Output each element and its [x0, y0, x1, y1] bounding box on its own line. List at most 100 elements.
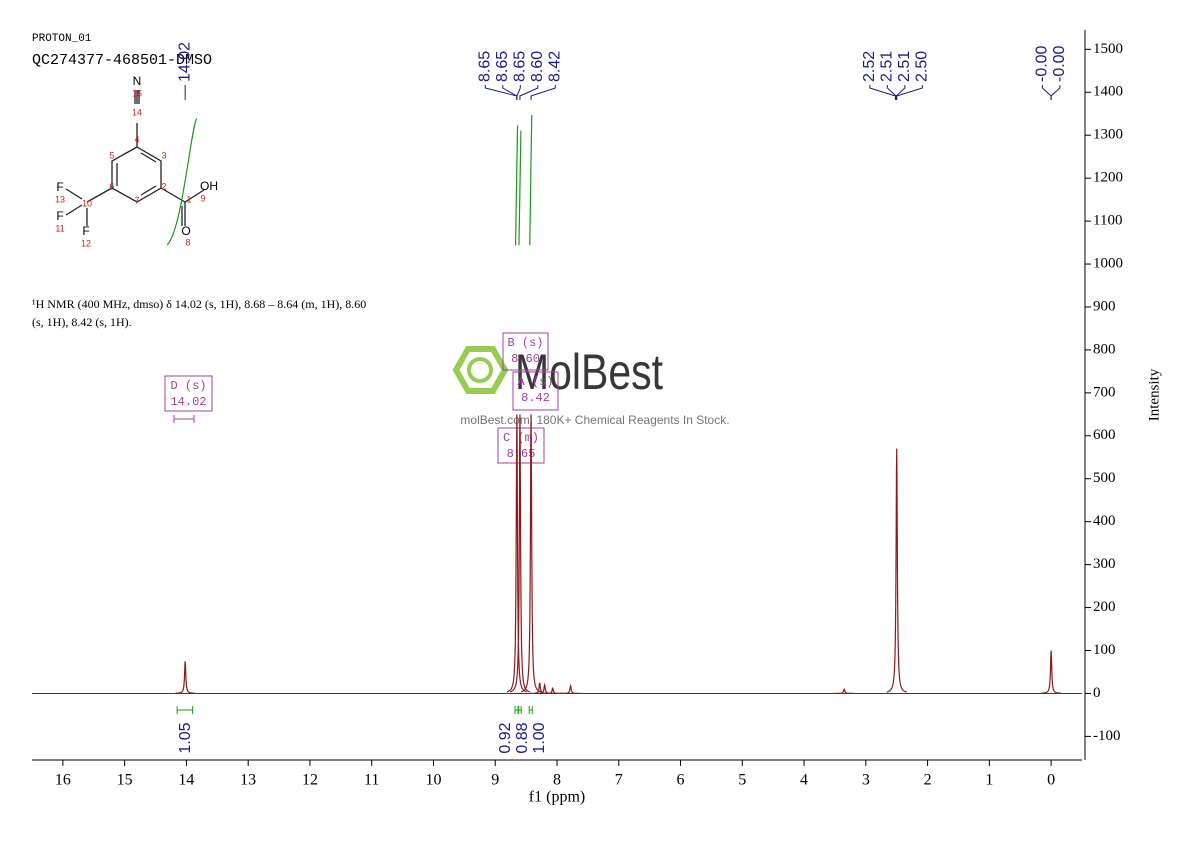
atom-number: 13 [55, 194, 65, 204]
peak [509, 414, 531, 693]
atom-number: 5 [109, 150, 114, 160]
peak-leader [530, 85, 556, 100]
atom: F [82, 224, 89, 238]
multiplet-name: B (s) [507, 336, 543, 350]
integral-curve [514, 125, 519, 246]
atom: N [133, 74, 142, 88]
peak-label: 8.65 [512, 51, 529, 82]
peak [175, 661, 196, 694]
integral-curve [166, 118, 198, 246]
atom-number: 14 [132, 107, 142, 117]
multiplet-name: A (s) [517, 375, 553, 389]
x-tick-label: 0 [1047, 772, 1055, 789]
y-tick-label: 800 [1093, 341, 1116, 357]
peak-label: -0.00 [1051, 45, 1068, 82]
peak [534, 682, 555, 694]
peak-label: 14.02 [176, 42, 193, 82]
peak-label: 2.52 [861, 51, 878, 82]
y-tick-label: 900 [1093, 298, 1116, 314]
x-tick-label: 12 [302, 772, 318, 789]
description-line: ¹H NMR (400 MHz, dmso) δ 14.02 (s, 1H), … [32, 297, 366, 311]
peak [834, 687, 855, 695]
y-tick-label: 100 [1093, 642, 1116, 658]
y-tick-label: 1500 [1093, 41, 1123, 57]
integral-label: 1.00 [531, 722, 548, 753]
atom-number: 9 [200, 193, 205, 203]
x-tick-label: 2 [924, 772, 932, 789]
multiplet-box [497, 427, 545, 464]
integral-bracket [528, 706, 533, 714]
peak-leader [519, 85, 539, 100]
x-axis-label: f1 (ppm) [529, 789, 585, 806]
experiment-name: PROTON_01 [32, 33, 92, 45]
x-tick-label: 8 [553, 772, 561, 789]
sample-name: QC274377-468501-DMSO [32, 52, 212, 69]
multiplet-shift: 8.42 [521, 391, 550, 405]
peak-leader [896, 85, 923, 100]
x-tick-label: 7 [615, 772, 623, 789]
x-tick-label: 13 [240, 772, 256, 789]
multiplet-boxes: D (s) 14.02 B (s) 8.60 A (s) 8.42 C (m) 8.65 [164, 332, 559, 464]
y-tick-label: -100 [1093, 728, 1121, 744]
bonds [65, 90, 205, 226]
multiplet-name: D (s) [170, 379, 206, 393]
peak [542, 686, 563, 695]
x-tick-label: 16 [55, 772, 71, 789]
description-line: (s, 1H), 8.42 (s, 1H). [32, 315, 132, 329]
molecule [65, 90, 205, 226]
peak [560, 683, 581, 694]
peak-label: -0.00 [1034, 45, 1051, 82]
atom-number: 3 [161, 150, 166, 160]
watermark-logo [467, 357, 493, 383]
atom-number: 2 [161, 181, 166, 191]
atom-number: 8 [185, 237, 190, 247]
atom: O [181, 224, 190, 238]
integral-bracket [176, 706, 194, 714]
x-tick-label: 15 [117, 772, 133, 789]
integral-curve [518, 130, 522, 246]
multiplet-shift: 8.65 [507, 447, 536, 461]
peak-label: 8.60 [529, 51, 546, 82]
y-tick-label: 1200 [1093, 170, 1123, 186]
peak-leader [869, 85, 896, 100]
peak-label: 8.65 [494, 51, 511, 82]
multiplet-box [512, 371, 559, 411]
x-tick-label: 3 [862, 772, 870, 789]
peak-leader [895, 85, 906, 100]
atom-labels: N 15 14 4 5 3 6 2 F 13 10 F 11 F 12 7 1 … [55, 74, 218, 248]
multiplet-shift: 14.02 [170, 395, 206, 409]
peak [520, 414, 542, 693]
atom-number: 15 [132, 88, 142, 98]
x-tick-label: 5 [738, 772, 746, 789]
peak-leader [516, 85, 521, 100]
atom: F [56, 209, 63, 223]
y-tick-label: 1100 [1093, 213, 1122, 229]
peak-label: 8.65 [477, 51, 494, 82]
multiplet-range [173, 415, 195, 423]
integral-curve [529, 114, 533, 246]
peak [886, 448, 907, 693]
multiplet-box [164, 375, 213, 412]
watermark-logo [452, 346, 509, 394]
peak-label: 8.42 [547, 51, 564, 82]
integral-bracket [518, 706, 522, 714]
y-axis-label: Intensity [1146, 368, 1162, 421]
integral-bracket [514, 706, 519, 714]
plot: 16 15 14 13 12 11 10 9 8 7 6 5 4 3 2 1 0-100010020030040… [32, 30, 1162, 806]
integral-label: 1.05 [177, 722, 194, 753]
multiplet-shift: 8.60 [511, 352, 540, 366]
x-tick-label: 1 [985, 772, 993, 789]
integral-label: 0.92 [497, 722, 514, 753]
integral-label: 0.88 [514, 722, 531, 753]
atom-number: 10 [82, 198, 92, 208]
peak [506, 414, 527, 693]
y-tick-label: 200 [1093, 599, 1116, 615]
peak-leader [1050, 85, 1061, 100]
atom-number: 1 [186, 194, 191, 204]
y-tick-label: 500 [1093, 470, 1116, 486]
y-tick-label: 0 [1093, 685, 1101, 701]
x-tick-label: 9 [491, 772, 499, 789]
atom-number: 4 [134, 134, 139, 144]
multiplet-name: C (m) [503, 431, 539, 445]
